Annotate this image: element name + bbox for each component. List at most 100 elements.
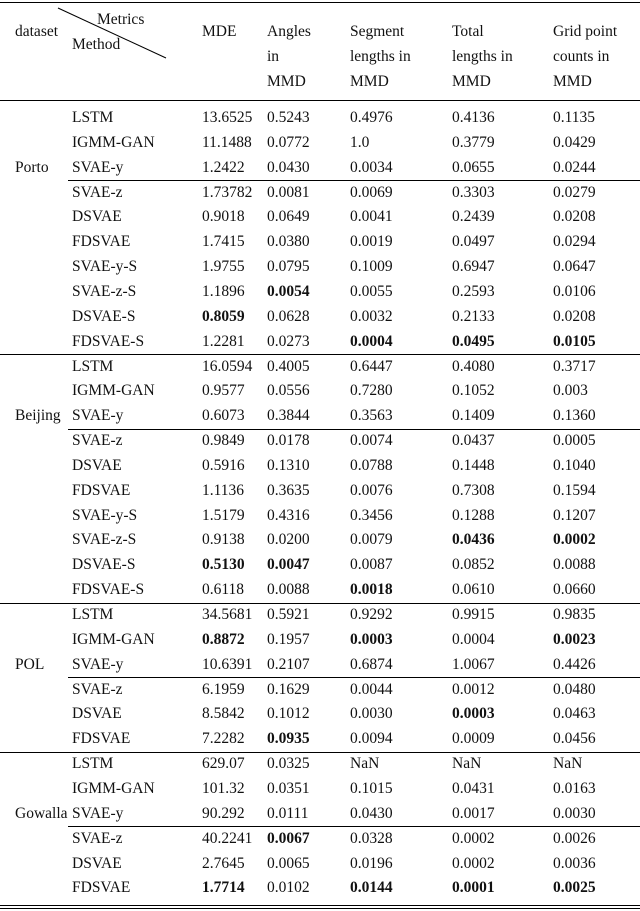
value-cell: NaN <box>553 755 583 773</box>
dataset-label: Porto <box>15 158 49 176</box>
value-cell: 0.0044 <box>350 680 393 698</box>
bottom-rule <box>0 908 640 909</box>
group-rule <box>0 603 640 604</box>
value-cell: 0.0163 <box>553 779 596 797</box>
method-cell: SVAE-z-S <box>72 531 137 549</box>
value-cell: 0.9915 <box>452 606 495 623</box>
value-cell: 0.0004 <box>350 332 393 350</box>
column-header: counts in <box>553 48 610 65</box>
value-cell: 0.4080 <box>452 357 495 375</box>
value-cell: 0.0074 <box>350 432 393 450</box>
value-cell: 0.0328 <box>350 829 393 847</box>
value-cell: 0.2593 <box>452 282 495 300</box>
value-cell: 0.0208 <box>553 208 596 226</box>
value-cell: 0.1310 <box>267 456 310 474</box>
value-cell: 0.4005 <box>267 357 310 375</box>
method-cell: FDSVAE-S <box>72 581 145 599</box>
method-cell: DSVAE <box>72 208 122 226</box>
value-cell: 0.1360 <box>553 407 596 425</box>
value-cell: 0.8059 <box>202 307 245 325</box>
value-cell: 101.32 <box>202 779 245 797</box>
value-cell: 0.6073 <box>202 407 245 425</box>
value-cell: 0.0019 <box>350 233 393 251</box>
value-cell: 0.0047 <box>267 556 310 574</box>
value-cell: 0.3456 <box>350 506 393 524</box>
corner-dataset: dataset <box>15 23 59 40</box>
dataset-label: POL <box>15 655 45 673</box>
value-cell: 0.0018 <box>350 581 393 599</box>
value-cell: 0.0655 <box>452 158 495 176</box>
value-cell: 0.4976 <box>350 109 393 126</box>
value-cell: 0.0437 <box>452 432 495 450</box>
method-cell: SVAE-z <box>72 183 123 201</box>
column-header: Segment <box>350 23 405 40</box>
value-cell: 0.6874 <box>350 655 393 673</box>
header-rule <box>0 100 640 101</box>
value-cell: 0.0178 <box>267 432 310 450</box>
method-cell: DSVAE <box>72 705 122 723</box>
value-cell: 2.7645 <box>202 854 245 872</box>
value-cell: 0.0003 <box>452 705 495 723</box>
value-cell: 0.0200 <box>267 531 310 549</box>
method-cell: FDSVAE-S <box>72 332 145 350</box>
value-cell: 0.1957 <box>267 630 310 648</box>
value-cell: 0.003 <box>553 382 588 400</box>
value-cell: 11.1488 <box>202 133 252 151</box>
value-cell: 0.0002 <box>452 829 495 847</box>
value-cell: NaN <box>452 755 482 773</box>
column-header: lengths in <box>350 48 411 65</box>
column-header: MMD <box>553 73 592 90</box>
method-cell: IGMM-GAN <box>72 630 155 648</box>
column-header: Grid point <box>553 23 618 40</box>
value-cell: 0.0480 <box>553 680 596 698</box>
column-header: in <box>267 48 280 65</box>
method-cell: DSVAE-S <box>72 307 136 325</box>
value-cell: 0.0772 <box>267 133 310 151</box>
value-cell: 0.0111 <box>267 804 309 822</box>
column-header: MMD <box>267 73 306 90</box>
method-cell: DSVAE-S <box>72 556 136 574</box>
method-cell: SVAE-y <box>72 158 124 176</box>
corner-method: Method <box>72 36 121 53</box>
value-cell: 0.1288 <box>452 506 495 524</box>
value-cell: 0.0273 <box>267 332 310 350</box>
value-cell: 13.6525 <box>202 109 253 126</box>
value-cell: 40.2241 <box>202 829 253 847</box>
value-cell: 0.1629 <box>267 680 310 698</box>
value-cell: 0.0001 <box>452 879 495 897</box>
value-cell: 0.0102 <box>267 879 310 897</box>
value-cell: 0.0556 <box>267 382 310 400</box>
value-cell: 0.0012 <box>452 680 495 698</box>
subgroup-rule <box>68 180 640 181</box>
method-cell: SVAE-y <box>72 407 124 425</box>
value-cell: 0.0106 <box>553 282 596 300</box>
value-cell: 0.2439 <box>452 208 495 226</box>
value-cell: 0.3844 <box>267 407 310 425</box>
value-cell: 0.0429 <box>553 133 596 151</box>
value-cell: 0.6118 <box>202 581 245 599</box>
value-cell: 0.0026 <box>553 829 596 847</box>
value-cell: 0.0144 <box>350 879 393 897</box>
subgroup-rule <box>68 677 640 678</box>
value-cell: 0.0431 <box>452 779 495 797</box>
value-cell: 1.9755 <box>202 258 245 276</box>
value-cell: 1.7714 <box>202 879 245 897</box>
value-cell: 0.1409 <box>452 407 495 425</box>
value-cell: 1.7415 <box>202 233 245 251</box>
value-cell: 0.0087 <box>350 556 393 574</box>
value-cell: 16.0594 <box>202 357 253 375</box>
value-cell: 0.0002 <box>452 854 495 872</box>
value-cell: 10.6391 <box>202 655 253 673</box>
value-cell: 0.0088 <box>553 556 596 574</box>
value-cell: 0.4136 <box>452 109 495 126</box>
value-cell: 0.0294 <box>553 233 596 251</box>
value-cell: 0.0463 <box>553 705 596 723</box>
value-cell: 1.1136 <box>202 481 245 499</box>
value-cell: 0.1012 <box>267 705 310 723</box>
value-cell: 0.0430 <box>350 804 393 822</box>
value-cell: 0.0436 <box>452 531 495 549</box>
value-cell: 0.0067 <box>267 829 310 847</box>
value-cell: 0.1015 <box>350 779 393 797</box>
method-cell: IGMM-GAN <box>72 779 155 797</box>
corner-metrics: Metrics <box>97 11 145 28</box>
